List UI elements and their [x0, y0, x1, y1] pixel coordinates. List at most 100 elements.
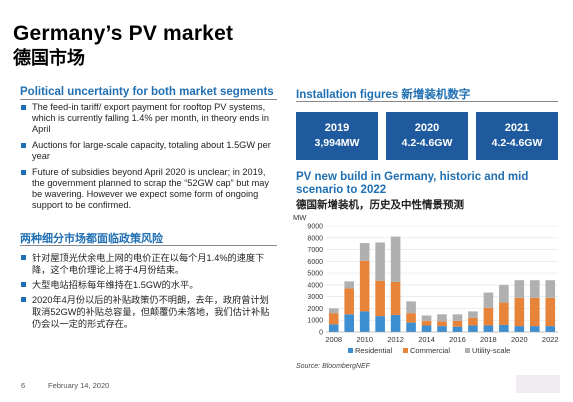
legend-label: Commercial: [410, 346, 450, 355]
slide-title: Germany’s PV market: [13, 22, 234, 45]
y-axis-label: MW: [293, 213, 307, 222]
bullet-feed-in-tariff: The feed-in tariff/ export payment for r…: [20, 102, 275, 135]
bar-commercial-2008: [328, 313, 339, 325]
bar-utility-scale-2021: [530, 280, 540, 298]
bar-residential-2019: [499, 324, 509, 332]
bar-utility-scale-2020: [514, 280, 525, 298]
chart-source: Source: BloombergNEF: [296, 363, 370, 370]
y-tick-label: 6000: [307, 259, 323, 266]
box-year: 2021: [504, 122, 530, 134]
chinese-bullet-list: 针对屋顶光伏余电上网的电价正在以每个月1.4%的速度下降，这个电价理论上将于4月…: [20, 252, 275, 333]
x-tick-label: 2008: [325, 335, 342, 344]
bar-commercial-2018: [483, 307, 494, 326]
installation-heading: Installation figures 新增装机数字: [296, 89, 471, 101]
bar-utility-scale-2015: [437, 314, 447, 322]
bar-utility-scale-2010: [359, 243, 370, 261]
bar-utility-scale-2012: [390, 236, 401, 282]
left-heading: Political uncertainty for both market se…: [20, 86, 274, 98]
bar-utility-scale-2018: [483, 292, 494, 308]
bar-commercial-2013: [406, 313, 416, 323]
legend-label: Utility-scale: [472, 346, 510, 355]
cn-heading-rule: [20, 245, 277, 246]
bar-residential-2011: [375, 316, 385, 332]
y-tick-label: 1000: [307, 318, 323, 325]
legend-swatch: [403, 348, 408, 353]
cn-bullet-auctions: 大型电站招标每年维持在1.5GW的水平。: [20, 279, 275, 291]
watermark-logo: [516, 375, 560, 393]
legend-swatch: [465, 348, 470, 353]
x-tick-label: 2020: [511, 335, 528, 344]
y-tick-label: 5000: [307, 271, 323, 278]
box-value: 3,994MW: [314, 137, 360, 149]
bar-commercial-2012: [390, 281, 401, 315]
bar-utility-scale-2011: [375, 242, 385, 281]
box-year: 2019: [324, 122, 350, 134]
bar-commercial-2017: [468, 317, 478, 326]
x-tick-label: 2016: [449, 335, 466, 344]
bullet-future-subsidies: Future of subsidies beyond April 2020 is…: [20, 167, 275, 211]
cn-bullet-subsidies: 2020年4月份以后的补贴政策仍不明朗，去年，政府曾计划取消52GW的补贴总容量…: [20, 294, 275, 330]
installation-box-2020: 2020 4.2-4.6GW: [386, 112, 468, 160]
installation-box-2019: 2019 3,994MW: [296, 112, 378, 160]
slide-title-cn: 德国市场: [13, 48, 85, 68]
bar-commercial-2014: [421, 320, 432, 326]
y-tick-label: 7000: [307, 247, 323, 254]
bullet-auctions: Auctions for large-scale capacity, total…: [20, 140, 275, 162]
bar-commercial-2011: [375, 280, 385, 317]
bar-residential-2017: [468, 325, 478, 332]
bar-utility-scale-2017: [468, 311, 478, 318]
x-tick-label: 2010: [356, 335, 373, 344]
bar-commercial-2016: [452, 320, 463, 327]
legend-swatch: [348, 348, 353, 353]
bar-residential-2013: [406, 322, 416, 332]
bar-residential-2010: [359, 311, 370, 332]
bar-residential-2012: [390, 314, 401, 332]
bar-residential-2018: [483, 325, 494, 332]
installation-box-2021: 2021 4.2-4.6GW: [476, 112, 558, 160]
bar-residential-2020: [514, 326, 525, 332]
bar-commercial-2019: [499, 302, 509, 325]
bar-residential-2008: [328, 324, 339, 332]
bar-utility-scale-2016: [452, 314, 463, 321]
page-number: 6: [21, 381, 26, 390]
cn-bullet-tariff: 针对屋顶光伏余电上网的电价正在以每个月1.4%的速度下降，这个电价理论上将于4月…: [20, 252, 275, 276]
legend-label: Residential: [355, 346, 392, 355]
y-tick-label: 2000: [307, 306, 323, 313]
bar-commercial-2022: [545, 297, 556, 327]
bar-utility-scale-2022: [545, 280, 556, 298]
bar-commercial-2009: [344, 288, 354, 315]
bar-residential-2022: [545, 326, 556, 332]
english-bullet-list: The feed-in tariff/ export payment for r…: [20, 102, 275, 216]
y-tick-label: 9000: [307, 224, 323, 231]
x-tick-label: 2018: [480, 335, 497, 344]
bar-commercial-2015: [437, 321, 447, 327]
bar-utility-scale-2019: [499, 284, 509, 303]
box-value: 4.2-4.6GW: [401, 137, 453, 149]
x-tick-label: 2022: [542, 335, 559, 344]
y-tick-label: 8000: [307, 235, 323, 242]
x-tick-label: 2014: [418, 335, 435, 344]
bar-residential-2016: [452, 326, 463, 332]
bar-commercial-2020: [514, 297, 525, 327]
bar-commercial-2010: [359, 260, 370, 312]
cn-heading: 两种细分市场都面临政策风险: [20, 233, 163, 245]
y-tick-label: 0: [319, 330, 323, 337]
chart-title-cn: 德国新增装机，历史及中性情景预测: [296, 199, 464, 211]
installation-heading-rule: [296, 101, 558, 102]
pv-new-build-chart: MW 0 1000 2000 3000 4000 5000 6000 7000 8000 9000 2…: [293, 213, 559, 355]
y-tick-label: 3000: [307, 294, 323, 301]
bar-utility-scale-2008: [328, 308, 339, 314]
x-tick-label: 2012: [387, 335, 404, 344]
left-heading-rule: [20, 99, 277, 100]
bar-residential-2014: [421, 325, 432, 332]
bar-residential-2009: [344, 314, 354, 332]
box-value: 4.2-4.6GW: [491, 137, 543, 149]
chart-title: PV new build in Germany, historic and mi…: [296, 171, 529, 196]
box-year: 2020: [414, 122, 440, 134]
bar-utility-scale-2013: [406, 301, 416, 314]
bar-utility-scale-2009: [344, 281, 354, 289]
footer-date: February 14, 2020: [48, 381, 110, 390]
bar-residential-2021: [530, 326, 540, 332]
bar-commercial-2021: [530, 297, 540, 327]
bar-residential-2015: [437, 326, 447, 332]
